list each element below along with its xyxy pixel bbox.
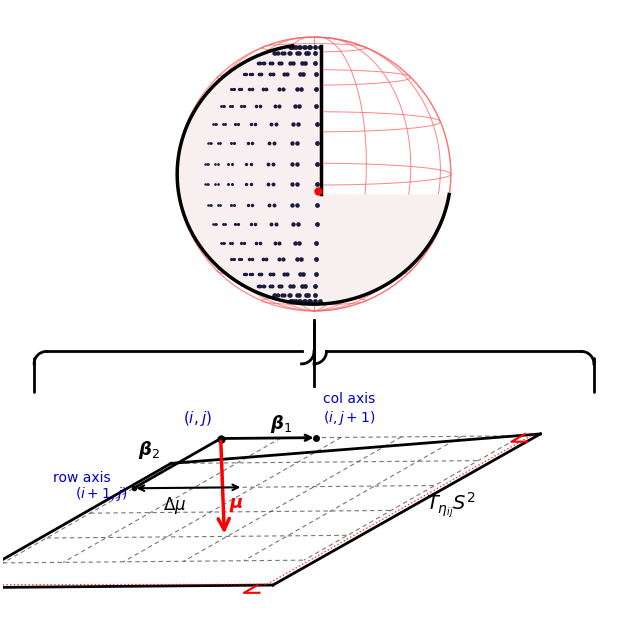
Text: $T_{\eta_{ij}}S^2$: $T_{\eta_{ij}}S^2$	[426, 490, 476, 520]
Text: $\Delta\mu$: $\Delta\mu$	[163, 494, 187, 516]
Text: $(i+1,j)$: $(i+1,j)$	[75, 485, 127, 503]
Text: $\boldsymbol{\beta}_2$: $\boldsymbol{\beta}_2$	[138, 439, 160, 461]
Text: $(i,j+1)$: $(i,j+1)$	[323, 409, 375, 427]
Text: $\boldsymbol{\mu}$: $\boldsymbol{\mu}$	[229, 496, 244, 514]
Text: $(i,j)$: $(i,j)$	[183, 409, 212, 428]
Text: col axis: col axis	[323, 392, 375, 406]
Text: $\boldsymbol{\beta}_1$: $\boldsymbol{\beta}_1$	[271, 413, 293, 435]
Text: row axis: row axis	[53, 471, 111, 485]
Polygon shape	[177, 46, 449, 304]
